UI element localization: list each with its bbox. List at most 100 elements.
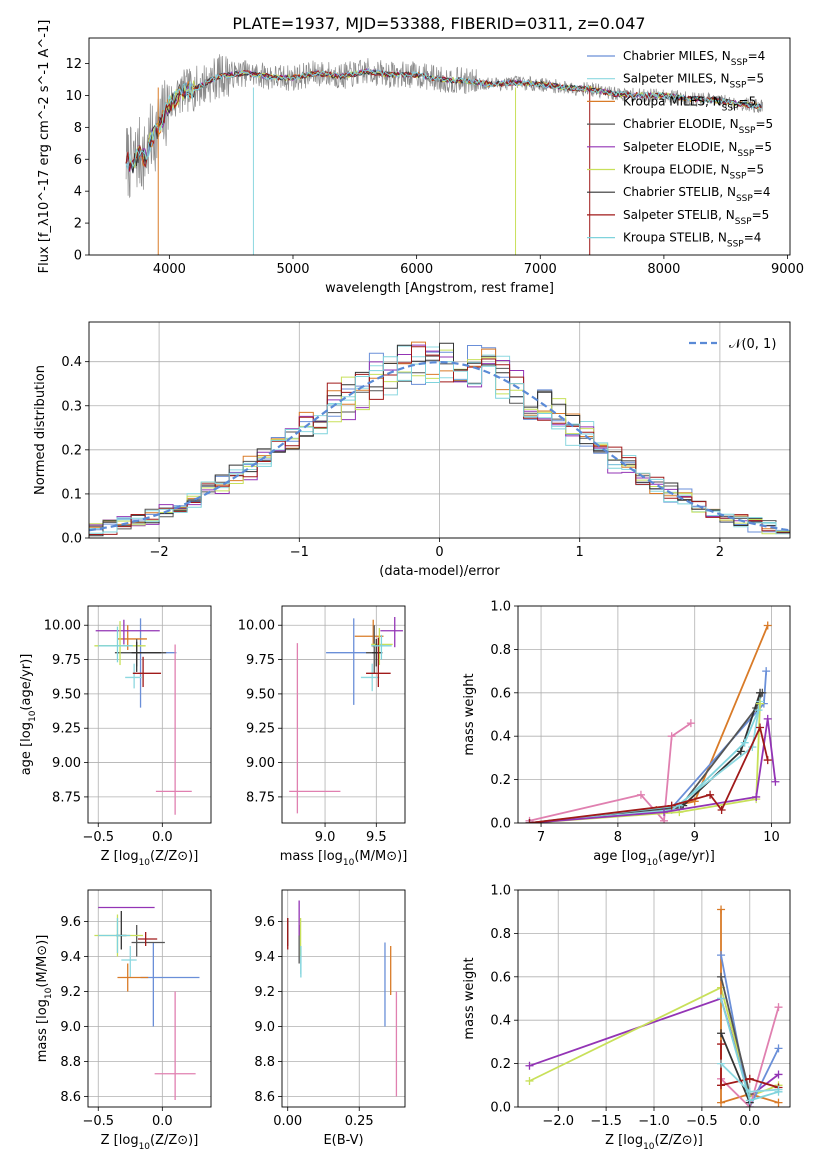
errorbar-point-9	[155, 644, 192, 815]
x-axis-label: Z [log10(Z/Z⊙)]	[605, 1133, 703, 1152]
y-axis-label: mass [log10(M/M⊙)]	[35, 935, 54, 1063]
axes-frame	[88, 321, 791, 539]
plot-area	[125, 54, 763, 255]
y-tick-label: 0.1	[61, 487, 82, 502]
axes-frame	[281, 605, 406, 824]
weight-line	[720, 1006, 780, 1107]
x-axis-label: E(B-V)	[323, 1133, 363, 1148]
errorbar-point-6	[131, 641, 162, 672]
weight-marker	[525, 819, 534, 823]
massweight-vs-metallicity-panel: −2.0 −1.5 −1.0 −0.5 0.0 0.0 0.2 0.4 0.6 0.8 1.0 Z […	[462, 884, 791, 1152]
errorbar-point-8	[98, 918, 131, 953]
histogram-6	[89, 342, 790, 537]
y-tick-label: 9.2	[60, 985, 81, 1000]
x-tick-label: 9	[691, 830, 699, 845]
x-axis-label: Z [log10(Z/Z⊙)]	[101, 849, 199, 868]
y-tick-label: 9.6	[254, 915, 275, 930]
x-tick-label: 0.0	[152, 1114, 173, 1129]
weight-line	[529, 671, 768, 823]
weight-line	[720, 909, 779, 1104]
weight-marker	[763, 621, 772, 630]
y-tick-label: 0.0	[490, 1101, 511, 1116]
x-tick-label: −0.5	[686, 1114, 718, 1129]
legend-label-7: Salpeter STELIB, NSSP=5	[623, 208, 769, 227]
y-axis-label: age [log10(age/yr)]	[19, 654, 38, 776]
x-tick-label: −1	[290, 545, 309, 560]
errorbar-point-9	[154, 991, 196, 1100]
y-tick-label: 0.2	[61, 443, 82, 458]
x-tick-label: 0.0	[739, 1114, 760, 1129]
legend-label-0: Chabrier MILES, NSSP=4	[623, 49, 765, 68]
y-tick-label: 0.6	[490, 970, 511, 985]
errorbar-point-5	[94, 621, 146, 666]
weight-marker	[771, 777, 780, 786]
weight-line	[720, 954, 780, 1107]
mass-vs-ebv-panel: 0.00 0.25 8.6 8.8 9.0 9.2 9.4 9.6 E(B-V)	[254, 889, 406, 1148]
x-tick-label: −1.0	[638, 1114, 670, 1129]
x-tick-label: 5000	[276, 262, 309, 277]
y-tick-label: 9.25	[52, 722, 81, 737]
weight-marker	[717, 972, 726, 981]
weight-line	[529, 625, 769, 823]
x-tick-label: 9.5	[366, 830, 387, 845]
weight-marker	[659, 816, 668, 823]
weight-marker	[525, 1076, 534, 1085]
y-tick-label: 9.0	[60, 1020, 81, 1035]
legend-label-4: Salpeter ELODIE, NSSP=5	[623, 140, 772, 159]
axes-frame	[87, 889, 212, 1108]
x-tick-label: 1	[576, 545, 584, 560]
weight-marker	[717, 1040, 726, 1049]
y-tick-label: 9.50	[246, 687, 275, 702]
legend-label-2: Kroupa MILES, NSSP=5	[623, 94, 756, 113]
errorbar-point-9	[289, 643, 341, 814]
axes-frame	[281, 889, 406, 1108]
weight-marker	[667, 801, 676, 810]
errorbar-point-1	[360, 663, 380, 692]
x-tick-label: −0.5	[82, 830, 114, 845]
weight-marker	[667, 732, 676, 741]
plot-area	[287, 900, 398, 1097]
weight-line	[529, 724, 769, 823]
x-tick-label: 8000	[647, 262, 680, 277]
errorbar-point-0	[326, 618, 377, 705]
plot-area	[89, 341, 790, 537]
errorbar-point-8	[98, 626, 133, 663]
y-tick-label: 0.8	[490, 643, 511, 658]
weight-marker	[740, 738, 749, 747]
weight-line	[720, 976, 751, 1095]
y-tick-label: 0.2	[490, 1057, 511, 1072]
y-tick-label: 9.25	[246, 722, 275, 737]
weight-series-0	[525, 719, 695, 823]
y-tick-label: 8	[74, 121, 82, 136]
weight-marker	[717, 905, 726, 914]
legend-label-5: Kroupa ELODIE, NSSP=5	[623, 163, 764, 182]
plot-area	[525, 621, 780, 823]
weight-marker	[762, 667, 771, 676]
weight-marker	[525, 1061, 534, 1070]
errorbar-point-2	[354, 619, 384, 648]
y-axis-label: mass weight	[462, 673, 477, 755]
model-spectrum-4	[125, 67, 762, 172]
y-tick-label: 10.00	[44, 619, 81, 634]
y-tick-label: 9.6	[60, 915, 81, 930]
legend-label-6: Chabrier STELIB, NSSP=4	[623, 185, 771, 204]
plot-area	[525, 905, 783, 1107]
x-tick-label: 10	[763, 830, 780, 845]
y-tick-label: 4	[74, 185, 82, 200]
errorbar-point-0	[140, 942, 200, 1027]
x-tick-label: 0.25	[345, 1114, 374, 1129]
x-tick-label: −1.5	[590, 1114, 622, 1129]
x-tick-label: 8	[614, 830, 622, 845]
x-tick-label: 0	[435, 545, 443, 560]
weight-marker	[756, 699, 765, 708]
y-tick-label: 8.6	[254, 1090, 275, 1105]
weight-marker	[736, 747, 745, 756]
x-tick-label: 7	[537, 830, 545, 845]
errorbar-point-4	[380, 616, 403, 648]
y-tick-label: 1.0	[490, 600, 511, 615]
errorbar-point-1	[125, 663, 142, 689]
y-axis-label: Flux [f_λ10^-17 erg cm^-2 s^-1 A^-1]	[37, 20, 52, 274]
y-tick-label: 0.2	[490, 773, 511, 788]
errorbar-point-2	[117, 963, 149, 992]
axes-frame	[87, 605, 212, 824]
